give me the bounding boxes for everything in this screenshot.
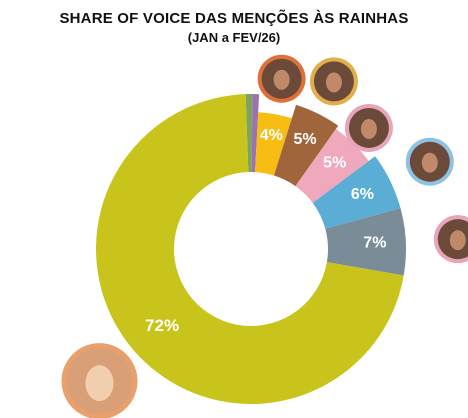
avatar-0 (61, 343, 138, 418)
slice-1 (325, 208, 406, 276)
chart-title: SHARE OF VOICE DAS MENÇÕES ÀS RAINHAS (59, 10, 409, 27)
donut-slices (96, 94, 406, 404)
slice-label-2: 6% (351, 186, 374, 203)
slice-7 (245, 94, 253, 173)
slice-2 (312, 156, 401, 229)
slice-label-1: 7% (363, 234, 386, 251)
slice-label-3: 5% (323, 154, 346, 171)
slice-5 (255, 112, 292, 176)
slice-6 (251, 94, 260, 173)
avatar-5 (257, 54, 306, 103)
slice-label-4: 5% (294, 131, 317, 148)
avatar-3 (344, 103, 393, 152)
slice-label-0: 72% (145, 316, 179, 335)
slice-3 (295, 129, 369, 203)
slice-label-5: 4% (260, 127, 283, 144)
slice-4 (273, 104, 339, 187)
slice-labels: 4% 5% 5% 6% 7% 72% (145, 127, 386, 335)
avatar-4 (309, 57, 358, 106)
slice-0 (96, 94, 404, 404)
avatars (61, 54, 468, 418)
avatar-1 (433, 215, 468, 264)
avatar-2 (405, 137, 454, 186)
chart-subtitle: (JAN a FEV/26) (187, 30, 281, 45)
